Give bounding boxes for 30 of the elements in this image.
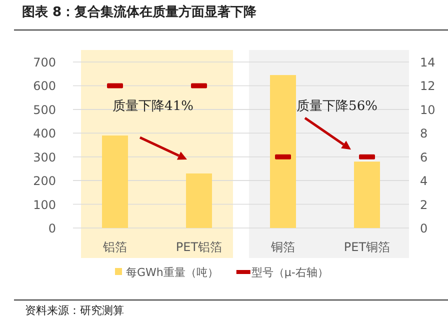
y2-tick-label: 4 <box>420 174 428 188</box>
legend-label: 每GWh重量（吨） <box>126 266 218 279</box>
x-tick-label: PET铝箔 <box>176 240 222 254</box>
x-tick-label: PET铜箔 <box>344 240 390 254</box>
text: 资料来源：研究测算 <box>25 304 124 317</box>
x-tick-label: 铜箔 <box>270 240 295 254</box>
y2-tick-label: 10 <box>420 102 436 117</box>
bar <box>270 75 296 228</box>
y-tick-label: 600 <box>33 79 56 94</box>
y-tick-label: 100 <box>33 198 56 212</box>
band-label: 质量下降56% <box>296 99 378 114</box>
y-tick-label: 200 <box>33 174 56 188</box>
y2-tick-label: 14 <box>420 56 436 70</box>
bar <box>186 173 212 228</box>
bar <box>354 162 380 228</box>
y-tick-label: 400 <box>33 126 56 141</box>
y-tick-label: 300 <box>33 150 56 164</box>
bar <box>102 136 128 228</box>
x-tick-label: 铝箔 <box>102 240 127 254</box>
chart-title: 图表 8：复合集流体在质量方面显著下降 <box>22 4 258 20</box>
y-tick-label: 0 <box>48 222 56 236</box>
y2-tick-label: 2 <box>420 198 428 212</box>
y-tick-label: 500 <box>33 102 56 117</box>
y2-tick-label: 0 <box>420 222 428 236</box>
y-tick-label: 700 <box>33 56 56 70</box>
legend-label: 型号（μ-右轴） <box>251 266 328 279</box>
y2-tick-label: 8 <box>420 126 428 141</box>
y2-tick-label: 6 <box>420 150 428 164</box>
y2-tick-label: 12 <box>420 79 436 94</box>
band-label: 质量下降41% <box>112 99 194 114</box>
